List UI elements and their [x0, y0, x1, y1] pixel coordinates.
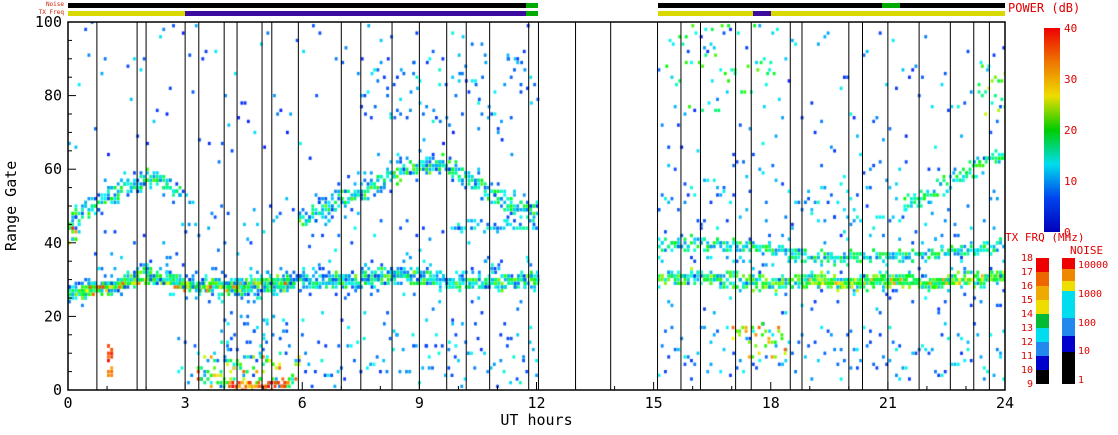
- txfrq-colorbar-segment: [1036, 286, 1049, 300]
- txfrq-colorbar: [1036, 258, 1049, 384]
- txfrq-tick-label: 11: [1020, 351, 1033, 362]
- txfrq-tick-label: 10: [1020, 365, 1033, 376]
- strip-segment: [770, 11, 1005, 16]
- x-tick-label: 9: [415, 394, 424, 412]
- txfrq-colorbar-segment: [1036, 356, 1049, 370]
- power-tick-label: 20: [1064, 124, 1078, 137]
- noise-colorbar-segment: [1062, 336, 1075, 353]
- y-tick-label: 0: [53, 381, 62, 399]
- txfrq-tick-label: 17: [1020, 267, 1033, 278]
- txfrq-colorbar-segment: [1036, 314, 1049, 328]
- power-tick-label: 0: [1064, 226, 1071, 239]
- x-tick-label: 24: [996, 394, 1014, 412]
- txfrq-colorbar-segment: [1036, 258, 1049, 272]
- noise-tick-label: 1000: [1078, 289, 1103, 301]
- noise-indicator-strip: [0, 3, 1118, 8]
- x-tick-label: 12: [527, 394, 545, 412]
- y-axis-label: Range Gate: [2, 160, 20, 252]
- power-colorbar-title: POWER (dB): [1008, 1, 1081, 15]
- txfreq-strip-label: TX Freq: [38, 9, 64, 16]
- noise-colorbar-segment: [1062, 318, 1075, 337]
- x-tick-label: 15: [645, 394, 663, 412]
- strip-segment: [753, 11, 771, 16]
- txfreq-indicator-strip: [0, 11, 1118, 16]
- y-tick-label: 80: [44, 87, 62, 105]
- y-tick-label: 100: [35, 13, 62, 31]
- power-tick-label: 30: [1064, 73, 1078, 86]
- txfrq-tick-label: 14: [1020, 309, 1033, 320]
- y-tick-label: 60: [44, 160, 62, 178]
- txfrq-tick-label: 12: [1020, 337, 1033, 348]
- power-colorbar: [1044, 28, 1060, 232]
- power-tick-label: 40: [1064, 22, 1078, 35]
- noise-tick-label: 100: [1078, 318, 1097, 330]
- strip-segment: [899, 3, 1005, 8]
- txfrq-tick-label: 15: [1020, 295, 1033, 306]
- x-tick-label: 6: [298, 394, 307, 412]
- txfrq-tick-label: 9: [1026, 379, 1033, 390]
- strip-segment: [657, 11, 754, 16]
- noise-colorbar-title: NOISE: [1070, 244, 1104, 257]
- plot-frame: [67, 21, 1006, 391]
- noise-colorbar-segment: [1062, 280, 1075, 291]
- txfrq-tick-label: 16: [1020, 281, 1033, 292]
- power-tick-label: 10: [1064, 175, 1078, 188]
- strip-segment: [525, 11, 539, 16]
- strip-segment: [657, 3, 882, 8]
- noise-colorbar-segment: [1062, 290, 1075, 319]
- x-axis-label: UT hours: [500, 411, 573, 429]
- noise-colorbar-segment: [1062, 352, 1075, 384]
- strip-segment: [525, 3, 539, 8]
- txfrq-colorbar-segment: [1036, 328, 1049, 342]
- x-tick-label: 3: [181, 394, 190, 412]
- x-tick-label: 21: [879, 394, 897, 412]
- noise-tick-label: 10: [1078, 346, 1091, 358]
- txfrq-colorbar-segment: [1036, 272, 1049, 286]
- noise-tick-label: 10000: [1078, 260, 1109, 272]
- txfrq-colorbar-segment: [1036, 300, 1049, 314]
- txfrq-colorbar-title: TX FRQ (MHz): [1005, 231, 1085, 244]
- y-tick-label: 20: [44, 307, 62, 325]
- txfrq-colorbar-segment: [1036, 342, 1049, 356]
- noise-colorbar-segment: [1062, 269, 1075, 281]
- txfrq-colorbar-segment: [1036, 370, 1049, 384]
- noise-tick-label: 1: [1078, 375, 1085, 386]
- x-tick-label: 0: [63, 394, 72, 412]
- noise-colorbar: [1062, 258, 1075, 384]
- txfrq-tick-label: 18: [1020, 253, 1033, 264]
- y-tick-label: 40: [44, 234, 62, 252]
- noise-strip-label: Noise: [45, 1, 64, 8]
- x-tick-label: 18: [762, 394, 780, 412]
- strip-segment: [185, 11, 526, 16]
- strip-segment: [68, 11, 186, 16]
- noise-colorbar-segment: [1062, 258, 1075, 270]
- txfrq-tick-label: 13: [1020, 323, 1033, 334]
- strip-segment: [882, 3, 900, 8]
- strip-segment: [68, 3, 526, 8]
